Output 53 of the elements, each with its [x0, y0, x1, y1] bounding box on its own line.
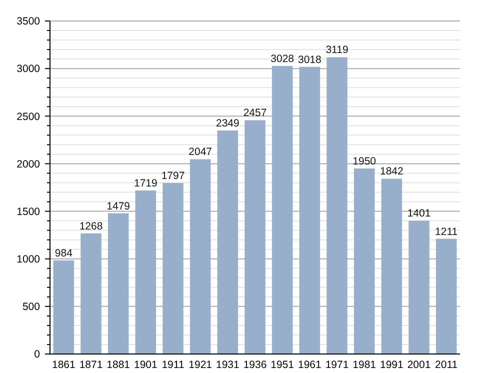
data-label: 3028 — [270, 52, 294, 65]
x-tick-label: 1931 — [216, 359, 240, 371]
data-label: 1950 — [352, 155, 376, 168]
data-label: 1268 — [79, 220, 103, 232]
x-tick-label: 1936 — [243, 359, 267, 371]
bar — [135, 190, 156, 354]
data-label: 1797 — [161, 170, 185, 182]
data-label: 1401 — [407, 208, 431, 220]
x-tick-label: 1871 — [79, 359, 103, 371]
y-tick-label: 3500 — [16, 16, 40, 28]
y-tick-label: 500 — [22, 301, 40, 314]
x-tick-label: 1911 — [162, 359, 184, 371]
x-tick-label: 1971 — [325, 359, 349, 371]
data-label: 1479 — [106, 200, 130, 212]
data-label: 984 — [54, 247, 73, 260]
bar — [272, 66, 293, 354]
data-label: 1211 — [435, 226, 458, 238]
bar — [408, 220, 430, 354]
y-tick-label: 0 — [34, 348, 40, 361]
x-tick-label: 1881 — [106, 359, 130, 371]
bar — [108, 213, 129, 354]
data-label: 2047 — [188, 146, 212, 158]
x-tick-label: 2001 — [407, 359, 431, 371]
bar — [162, 183, 184, 354]
x-tick-label: 1901 — [134, 359, 158, 371]
bar — [326, 57, 348, 354]
bar — [381, 178, 402, 354]
bar — [244, 120, 266, 354]
x-tick-label: 1921 — [188, 359, 212, 371]
bar — [354, 168, 375, 354]
data-label: 3018 — [298, 54, 322, 66]
data-label: 1719 — [134, 177, 158, 190]
x-tick-label: 1951 — [270, 359, 294, 371]
data-label: 1842 — [380, 166, 404, 178]
x-tick-label: 1981 — [352, 359, 376, 371]
y-tick-label: 3000 — [16, 63, 40, 76]
x-tick-label: 1861 — [52, 359, 76, 371]
bar — [299, 66, 320, 354]
y-tick-label: 1500 — [16, 206, 40, 218]
bar — [436, 238, 457, 354]
y-tick-label: 2000 — [16, 158, 40, 170]
x-tick-label: 1991 — [380, 359, 404, 371]
data-label: 3119 — [326, 44, 348, 56]
bar — [190, 159, 211, 354]
x-tick-label: 1961 — [298, 359, 322, 371]
x-tick-label: 2011 — [435, 359, 458, 371]
bar — [217, 130, 238, 354]
bar — [80, 233, 102, 354]
data-label: 2349 — [216, 118, 240, 130]
data-label: 2457 — [243, 107, 267, 120]
y-tick-label: 2500 — [16, 110, 40, 123]
bar — [53, 260, 74, 354]
y-tick-label: 1000 — [16, 254, 40, 266]
